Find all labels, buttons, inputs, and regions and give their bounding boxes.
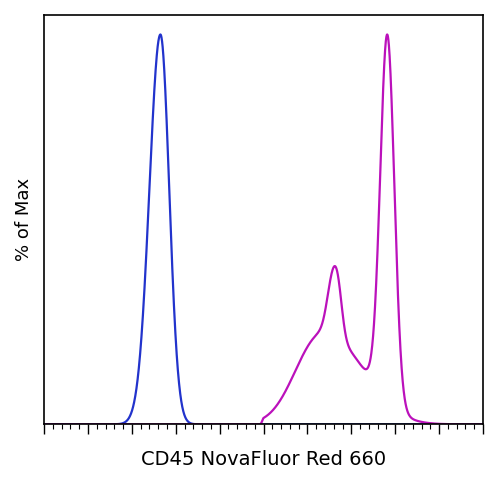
Y-axis label: % of Max: % of Max: [15, 178, 33, 261]
X-axis label: CD45 NovaFluor Red 660: CD45 NovaFluor Red 660: [141, 450, 386, 469]
